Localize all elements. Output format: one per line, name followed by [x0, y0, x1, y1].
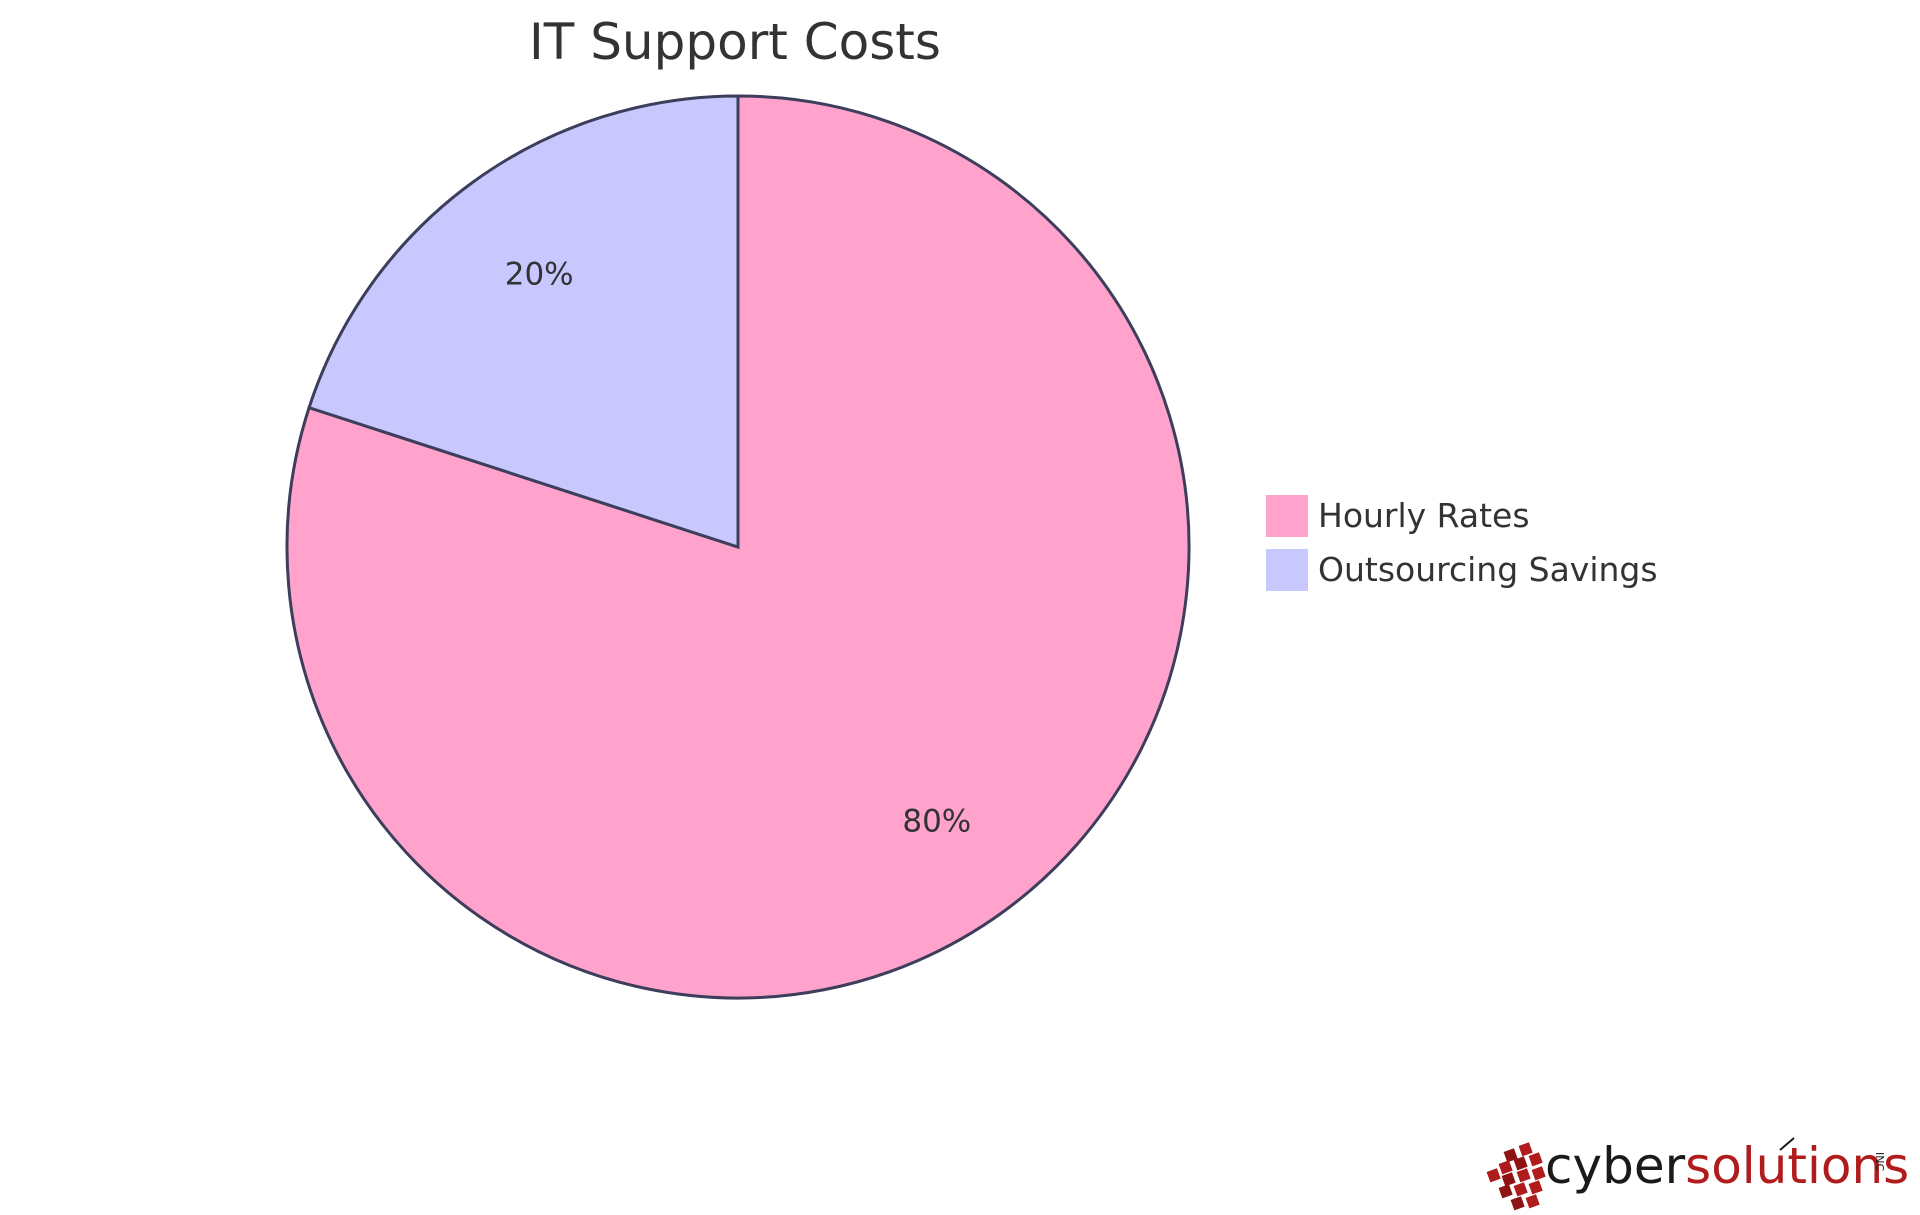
company-logo: cybersolutions INC: [1486, 1137, 1909, 1211]
logo-mark-cell: [1501, 1172, 1516, 1187]
logo-mark-cell: [1498, 1184, 1513, 1199]
pie-slice-hourly-rates: [285, 94, 1191, 1000]
logo-mark-cell: [1528, 1152, 1543, 1167]
logo-mark-cell: [1510, 1196, 1525, 1211]
logo-mark-cell: [1503, 1148, 1518, 1163]
legend-label: Hourly Rates: [1318, 496, 1530, 535]
logo-mark-cell: [1486, 1168, 1501, 1183]
logo-mark-cell: [1518, 1142, 1533, 1157]
legend-label: Outsourcing Savings: [1318, 550, 1658, 589]
logo-mark-cell: [1525, 1194, 1540, 1209]
slice-value-label: 20%: [505, 256, 574, 292]
pie-slice-labels: 80% 20%: [505, 256, 972, 839]
logo-mark-cell: [1498, 1160, 1513, 1175]
legend-swatch: [1264, 493, 1310, 539]
legend: Hourly Rates Outsourcing Savings: [1264, 493, 1658, 593]
logo-mark-cell: [1513, 1156, 1528, 1171]
logo-wordmark: cybersolutions: [1545, 1137, 1909, 1195]
pie-slices: [285, 94, 1191, 1000]
pie-slice-outsourcing-savings: [307, 94, 740, 550]
logo-text-solutions: solutions: [1685, 1137, 1909, 1195]
logo-mark-cell: [1516, 1168, 1531, 1183]
slice-value-label: 80%: [902, 804, 971, 840]
logo-accent-icon: [1779, 1137, 1795, 1151]
logo-mark-cell: [1531, 1166, 1546, 1181]
logo-mark-icon: [1486, 1142, 1546, 1211]
logo-mark-cell: [1528, 1180, 1543, 1195]
logo-suffix: INC: [1873, 1152, 1886, 1171]
logo-text-cyber: cyber: [1545, 1137, 1686, 1195]
chart-title: IT Support Costs: [529, 13, 941, 71]
logo-mark-cell: [1513, 1182, 1528, 1197]
legend-swatch: [1264, 547, 1310, 593]
